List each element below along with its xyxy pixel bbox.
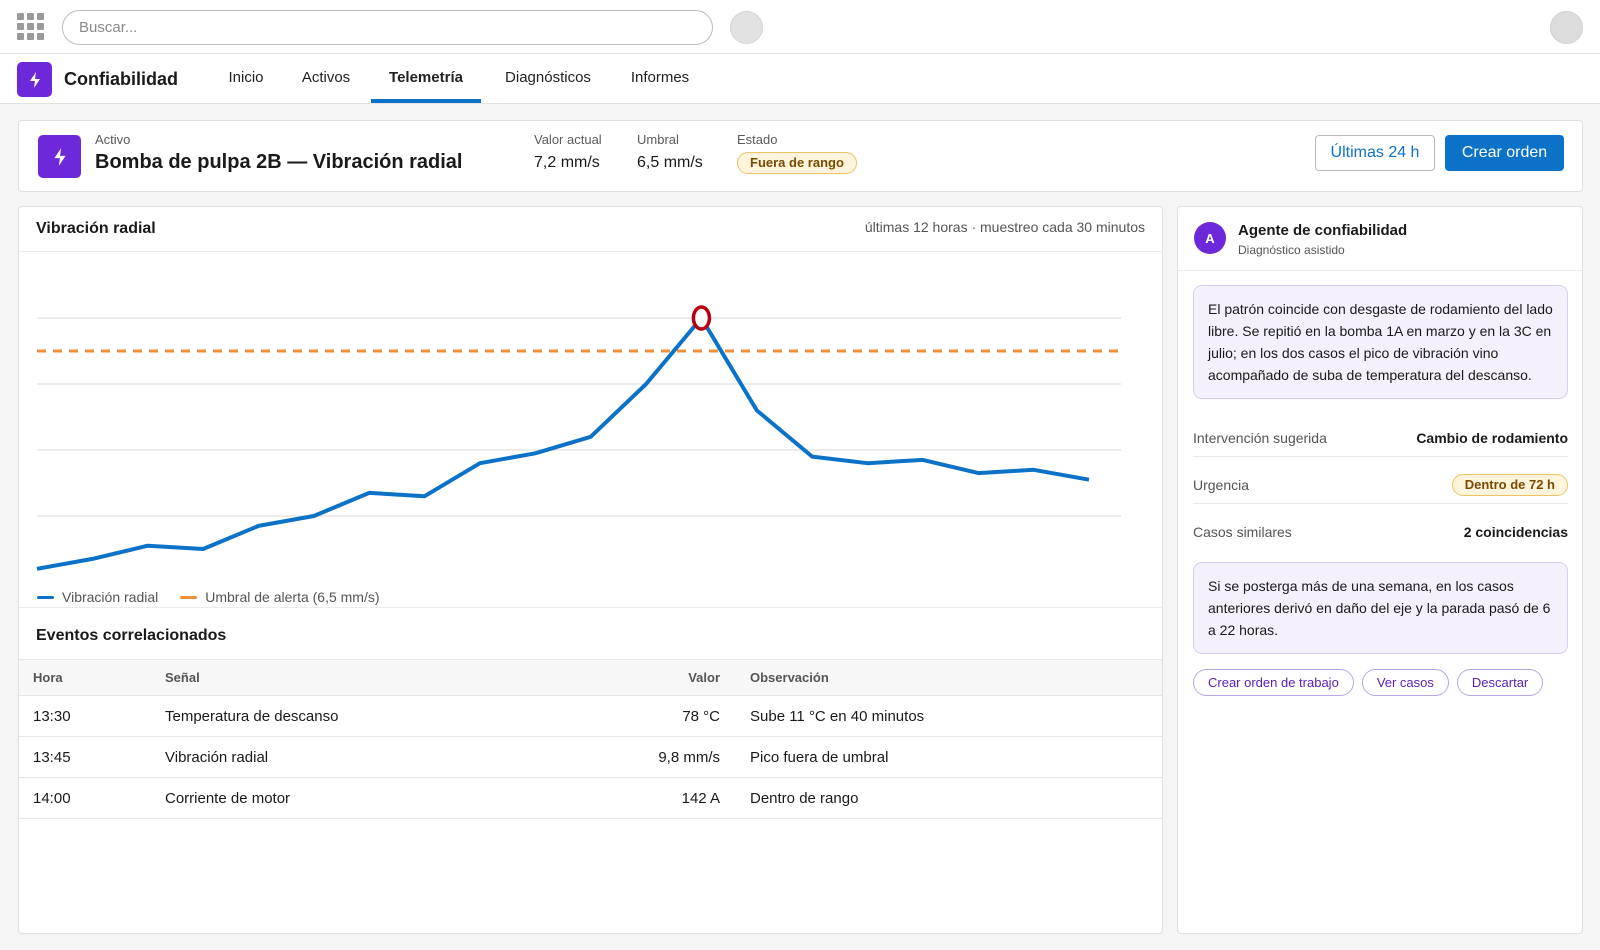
events-table: Hora Señal Valor Observación 13:30 Tempe… <box>19 659 1162 819</box>
legend-label-vibration: Vibración radial <box>62 589 159 605</box>
cell-observation: Pico fuera de umbral <box>734 736 1162 778</box>
status-label: Estado <box>737 132 778 147</box>
tab-inicio[interactable]: Inicio <box>228 69 264 86</box>
tab-telemetria[interactable]: Telemetría <box>389 69 463 86</box>
app-name: Confiabilidad <box>64 69 178 89</box>
table-header-row: Hora Señal Valor Observación <box>19 659 1162 696</box>
agent-actions: Crear orden de trabajo Ver casos Descart… <box>1193 669 1544 696</box>
create-order-button[interactable]: Crear orden <box>1445 135 1564 171</box>
vibration-line-chart <box>36 305 1121 571</box>
divider <box>19 251 1162 252</box>
cell-signal: Corriente de motor <box>151 777 531 819</box>
vibration-series-line <box>36 316 1090 571</box>
cell-observation: Dentro de rango <box>734 777 1162 819</box>
legend-swatch-vibration <box>37 595 54 599</box>
cell-value: 78 °C <box>531 695 734 737</box>
cell-time: 13:45 <box>19 736 151 778</box>
user-avatar[interactable] <box>1550 11 1583 44</box>
agent-warning-message: Si se posterga más de una semana, en los… <box>1193 562 1568 654</box>
cell-time: 14:00 <box>19 777 151 819</box>
detail-row-similar-cases: Casos similares 2 coincidencias <box>1193 515 1568 551</box>
detail-value: 2 coincidencias <box>1463 524 1568 540</box>
dismiss-button[interactable]: Descartar <box>1456 669 1544 696</box>
time-range-button[interactable]: Últimas 24 h <box>1315 135 1435 171</box>
cell-signal: Vibración radial <box>151 736 531 778</box>
legend-item-vibration: Vibración radial <box>37 589 158 605</box>
view-cases-button[interactable]: Ver casos <box>1361 669 1449 696</box>
table-row[interactable]: 14:00 Corriente de motor 142 A Dentro de… <box>19 777 1162 819</box>
detail-value: Cambio de rodamiento <box>1416 430 1568 446</box>
legend-swatch-threshold <box>180 595 198 599</box>
status-badge: Fuera de rango <box>737 152 857 174</box>
detail-key: Intervención sugerida <box>1193 430 1327 446</box>
search-input[interactable] <box>62 10 713 45</box>
table-row[interactable]: 13:45 Vibración radial 9,8 mm/s Pico fue… <box>19 736 1162 778</box>
cell-signal: Temperatura de descanso <box>151 695 531 737</box>
threshold-label: Umbral <box>637 132 679 147</box>
divider <box>19 607 1162 608</box>
current-value-label: Valor actual <box>534 132 602 147</box>
detail-row-urgency: Urgencia Dentro de 72 h <box>1193 468 1568 504</box>
telemetry-panel: Vibración radial últimas 12 horas · mues… <box>18 206 1163 934</box>
lightning-icon <box>17 62 52 97</box>
help-button[interactable] <box>730 11 763 44</box>
create-work-order-button[interactable]: Crear orden de trabajo <box>1193 669 1354 696</box>
tab-diagnosticos[interactable]: Diagnósticos <box>505 69 591 86</box>
asset-header: Activo Bomba de pulpa 2B — Vibración rad… <box>18 120 1583 192</box>
asset-name: Bomba de pulpa 2B — Vibración radial <box>95 151 463 173</box>
tab-informes[interactable]: Informes <box>630 69 690 86</box>
detail-key: Urgencia <box>1193 477 1250 493</box>
cell-value: 9,8 mm/s <box>531 736 734 778</box>
events-title: Eventos correlacionados <box>36 627 227 644</box>
nav-bar: Confiabilidad Inicio Activos Telemetría … <box>0 54 1600 104</box>
column-header-signal: Señal <box>151 659 531 696</box>
tab-activos[interactable]: Activos <box>301 69 351 86</box>
cell-value: 142 A <box>531 777 734 819</box>
detail-key: Casos similares <box>1193 524 1292 540</box>
column-header-time: Hora <box>19 659 151 696</box>
agent-avatar: A <box>1194 222 1226 254</box>
agent-panel: A Agente de confiabilidad Diagnóstico as… <box>1177 206 1583 934</box>
chart-title: Vibración radial <box>36 220 156 237</box>
column-header-observation: Observación <box>734 659 1162 696</box>
cell-observation: Sube 11 °C en 40 minutos <box>734 695 1162 737</box>
column-header-value: Valor <box>531 659 734 696</box>
asset-label: Activo <box>95 132 131 147</box>
table-row[interactable]: 13:30 Temperatura de descanso 78 °C Sube… <box>19 695 1162 737</box>
current-value: 7,2 mm/s <box>534 154 600 171</box>
app-launcher-icon[interactable] <box>17 13 44 40</box>
agent-message: El patrón coincide con desgaste de rodam… <box>1193 285 1568 399</box>
peak-marker[interactable] <box>691 305 712 331</box>
agent-subtitle: Diagnóstico asistido <box>1238 243 1345 257</box>
active-tab-indicator <box>371 99 481 103</box>
chart-legend: Vibración radial Umbral de alerta (6,5 m… <box>37 589 380 605</box>
urgency-badge: Dentro de 72 h <box>1451 474 1568 496</box>
agent-header: A Agente de confiabilidad Diagnóstico as… <box>1178 207 1582 271</box>
cell-time: 13:30 <box>19 695 151 737</box>
lightning-icon <box>38 135 81 178</box>
legend-item-threshold: Umbral de alerta (6,5 mm/s) <box>180 589 380 605</box>
legend-label-threshold: Umbral de alerta (6,5 mm/s) <box>205 589 380 605</box>
agent-name: Agente de confiabilidad <box>1238 222 1408 239</box>
detail-row-intervention: Intervención sugerida Cambio de rodamien… <box>1193 421 1568 457</box>
chart-meta: últimas 12 horas · muestreo cada 30 minu… <box>864 219 1145 235</box>
top-bar <box>0 0 1600 54</box>
threshold-value: 6,5 mm/s <box>637 154 703 171</box>
